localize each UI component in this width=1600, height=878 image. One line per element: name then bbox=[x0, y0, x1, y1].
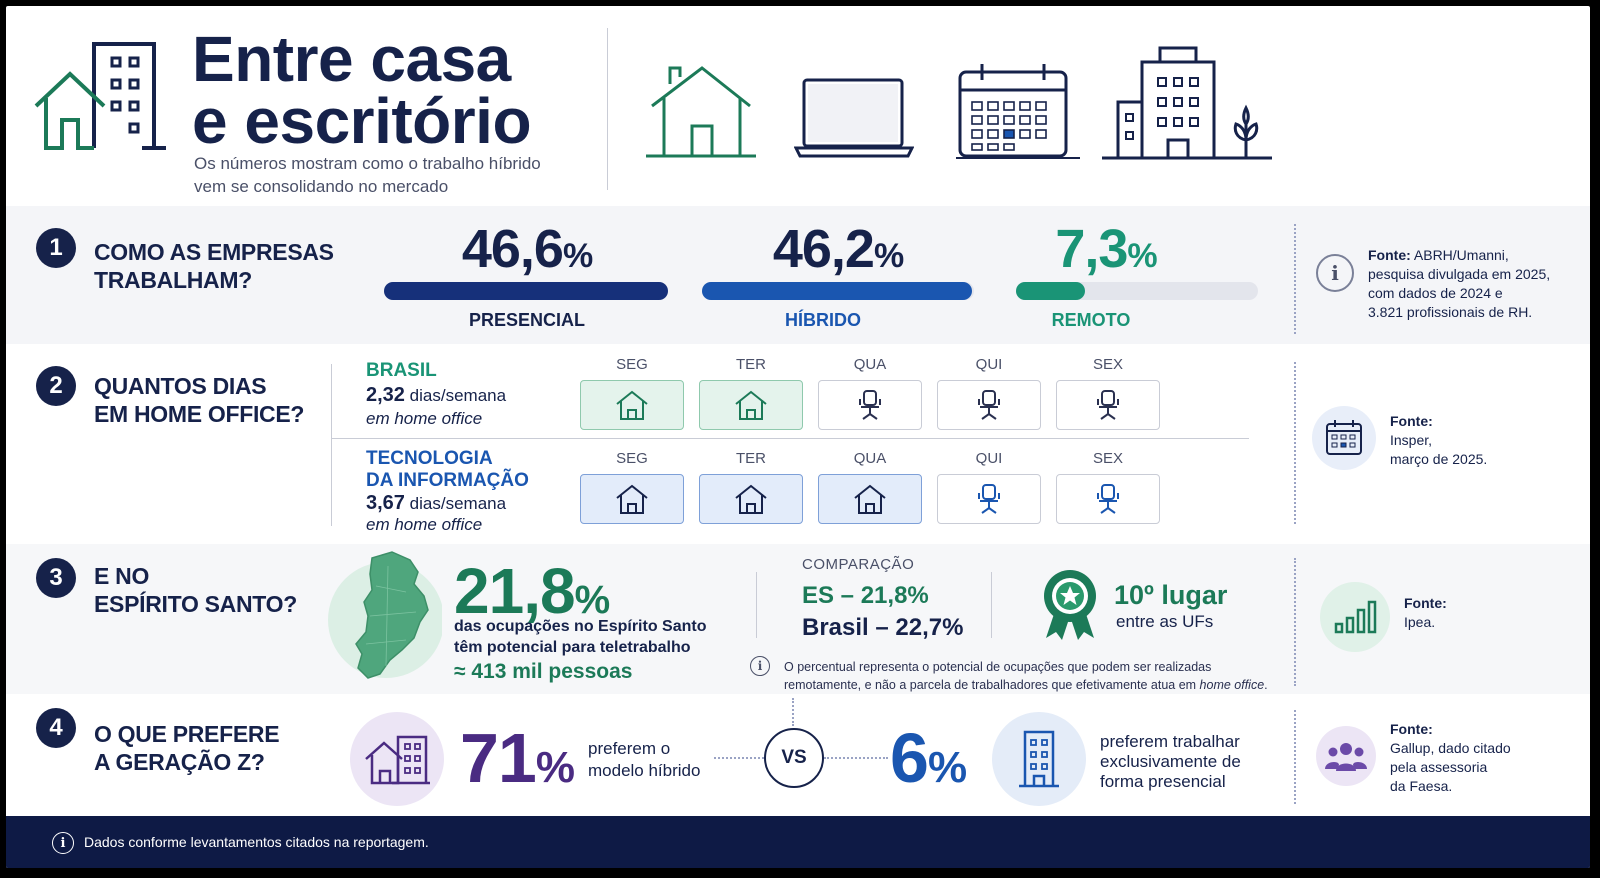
genz-presencial-desc: preferem trabalhar exclusivamente de forma… bbox=[1100, 732, 1241, 791]
stat-remoto-label: REMOTO bbox=[1051, 310, 1131, 330]
brasil-day-label: SEX bbox=[1092, 356, 1123, 373]
genz-hybrid-desc: preferem o modelo híbrido bbox=[588, 739, 701, 780]
laptop-icon bbox=[794, 78, 914, 158]
stat-presencial-value: 46,6% bbox=[461, 219, 593, 279]
house-icon bbox=[646, 66, 756, 158]
es-footnote: O percentual representa o potencial de o… bbox=[784, 660, 1268, 692]
ti-block: TECNOLOGIA DA INFORMAÇÃO 3,67 dias/seman… bbox=[366, 448, 529, 534]
section-3-source: Fonte: Ipea. bbox=[1404, 595, 1447, 630]
brasil-block: BRASIL 2,32 dias/semana em home office bbox=[366, 360, 507, 428]
genz-hybrid-value: 71% bbox=[460, 719, 575, 797]
ti-day-label: QUA bbox=[853, 450, 887, 467]
brasil-day-label: SEG bbox=[616, 356, 648, 373]
footer-text: Dados conforme levantamentos citados na … bbox=[84, 834, 429, 850]
page-subtitle: Os números mostram como o trabalho híbri… bbox=[194, 154, 541, 196]
stat-presencial-track bbox=[384, 282, 668, 300]
office-chair-icon bbox=[859, 390, 881, 420]
footer-info-icon: i bbox=[52, 832, 74, 854]
section-number-2: 2 bbox=[36, 366, 76, 406]
stat-hibrido-value: 46,2% bbox=[772, 219, 904, 279]
brasil-day-home bbox=[580, 380, 684, 430]
ti-day-label: QUI bbox=[975, 450, 1003, 467]
office-chair-icon bbox=[1097, 390, 1119, 420]
stat-hibrido-label: HÍBRIDO bbox=[785, 310, 861, 330]
blue-building-icon bbox=[992, 712, 1086, 806]
people-group-icon bbox=[1316, 726, 1376, 786]
ti-day-office bbox=[937, 474, 1041, 524]
award-ribbon-icon bbox=[1044, 570, 1096, 640]
calendar-small-icon bbox=[1312, 406, 1376, 470]
house-icon bbox=[854, 484, 886, 514]
section-number-1: 1 bbox=[36, 228, 76, 268]
es-percent-value: 21,8% bbox=[454, 555, 610, 627]
ti-day-home bbox=[699, 474, 803, 524]
brasil-day-office bbox=[818, 380, 922, 430]
es-people-count: ≈ 413 mil pessoas bbox=[454, 660, 633, 683]
section-4-source: Fonte: Gallup, dado citado pela assessoria… bbox=[1390, 721, 1511, 794]
brasil-day-office bbox=[937, 380, 1041, 430]
bar-chart-icon bbox=[1320, 582, 1390, 652]
ti-day-label: SEG bbox=[616, 450, 648, 467]
ti-day-office bbox=[1056, 474, 1160, 524]
stat-hibrido-track bbox=[702, 282, 974, 300]
section-2-question: QUANTOS DIAS EM HOME OFFICE? bbox=[94, 373, 305, 427]
stat-remoto-value: 7,3% bbox=[1055, 219, 1157, 279]
section-number-3: 3 bbox=[36, 558, 76, 598]
purple-house-building-icon bbox=[350, 712, 444, 806]
note-info-icon: i bbox=[750, 656, 770, 676]
ti-day-label: TER bbox=[736, 450, 766, 467]
brasil-day-home bbox=[699, 380, 803, 430]
brasil-day-label: QUI bbox=[975, 356, 1003, 373]
office-chair-icon bbox=[978, 484, 1000, 514]
house-building-icon bbox=[34, 42, 166, 150]
comparison-es: ES – 21,8% bbox=[802, 582, 929, 609]
section-number-4: 4 bbox=[36, 708, 76, 748]
footer: i Dados conforme levantamentos citados n… bbox=[6, 816, 1590, 868]
section-1-source: Fonte: ABRH/Umanni, pesquisa divulgada e… bbox=[1368, 247, 1551, 320]
ti-day-home bbox=[580, 474, 684, 524]
section-3-question: E NO ESPÍRITO SANTO? bbox=[94, 563, 297, 617]
office-building-icon bbox=[1102, 46, 1272, 160]
vs-badge: VS bbox=[764, 728, 824, 788]
house-icon bbox=[616, 484, 648, 514]
brasil-day-office bbox=[1056, 380, 1160, 430]
rank-subtitle: entre as UFs bbox=[1116, 612, 1214, 631]
es-percent-desc: das ocupações no Espírito Santo têm poten… bbox=[454, 618, 707, 656]
brasil-day-label: TER bbox=[736, 356, 766, 373]
stat-presencial-label: PRESENCIAL bbox=[468, 310, 585, 330]
rank-value: 10º lugar bbox=[1114, 580, 1228, 610]
stat-remoto-track bbox=[1016, 282, 1258, 300]
infographic: Entre casa e escritório Os números mostra… bbox=[6, 6, 1590, 868]
comparison-brasil: Brasil – 22,7% bbox=[802, 614, 964, 641]
section-1-question: COMO AS EMPRESAS TRABALHAM? bbox=[94, 239, 334, 293]
section-4-question: O QUE PREFERE A GERAÇÃO Z? bbox=[94, 721, 280, 775]
office-chair-icon bbox=[978, 390, 1000, 420]
ti-day-label: SEX bbox=[1092, 450, 1123, 467]
brasil-day-label: QUA bbox=[853, 356, 887, 373]
genz-presencial-value: 6% bbox=[890, 719, 967, 797]
comparison-title: COMPARAÇÃO bbox=[802, 556, 915, 573]
ti-day-home bbox=[818, 474, 922, 524]
house-icon bbox=[616, 390, 648, 420]
info-icon: i bbox=[1316, 254, 1354, 292]
house-icon bbox=[735, 484, 767, 514]
house-icon bbox=[735, 390, 767, 420]
section-2-source: Fonte: Insper, março de 2025. bbox=[1390, 413, 1488, 467]
page-title: Entre casa e escritório bbox=[192, 23, 532, 157]
office-chair-icon bbox=[1097, 484, 1119, 514]
calendar-icon bbox=[956, 64, 1080, 159]
espirito-santo-map-icon bbox=[328, 551, 442, 679]
